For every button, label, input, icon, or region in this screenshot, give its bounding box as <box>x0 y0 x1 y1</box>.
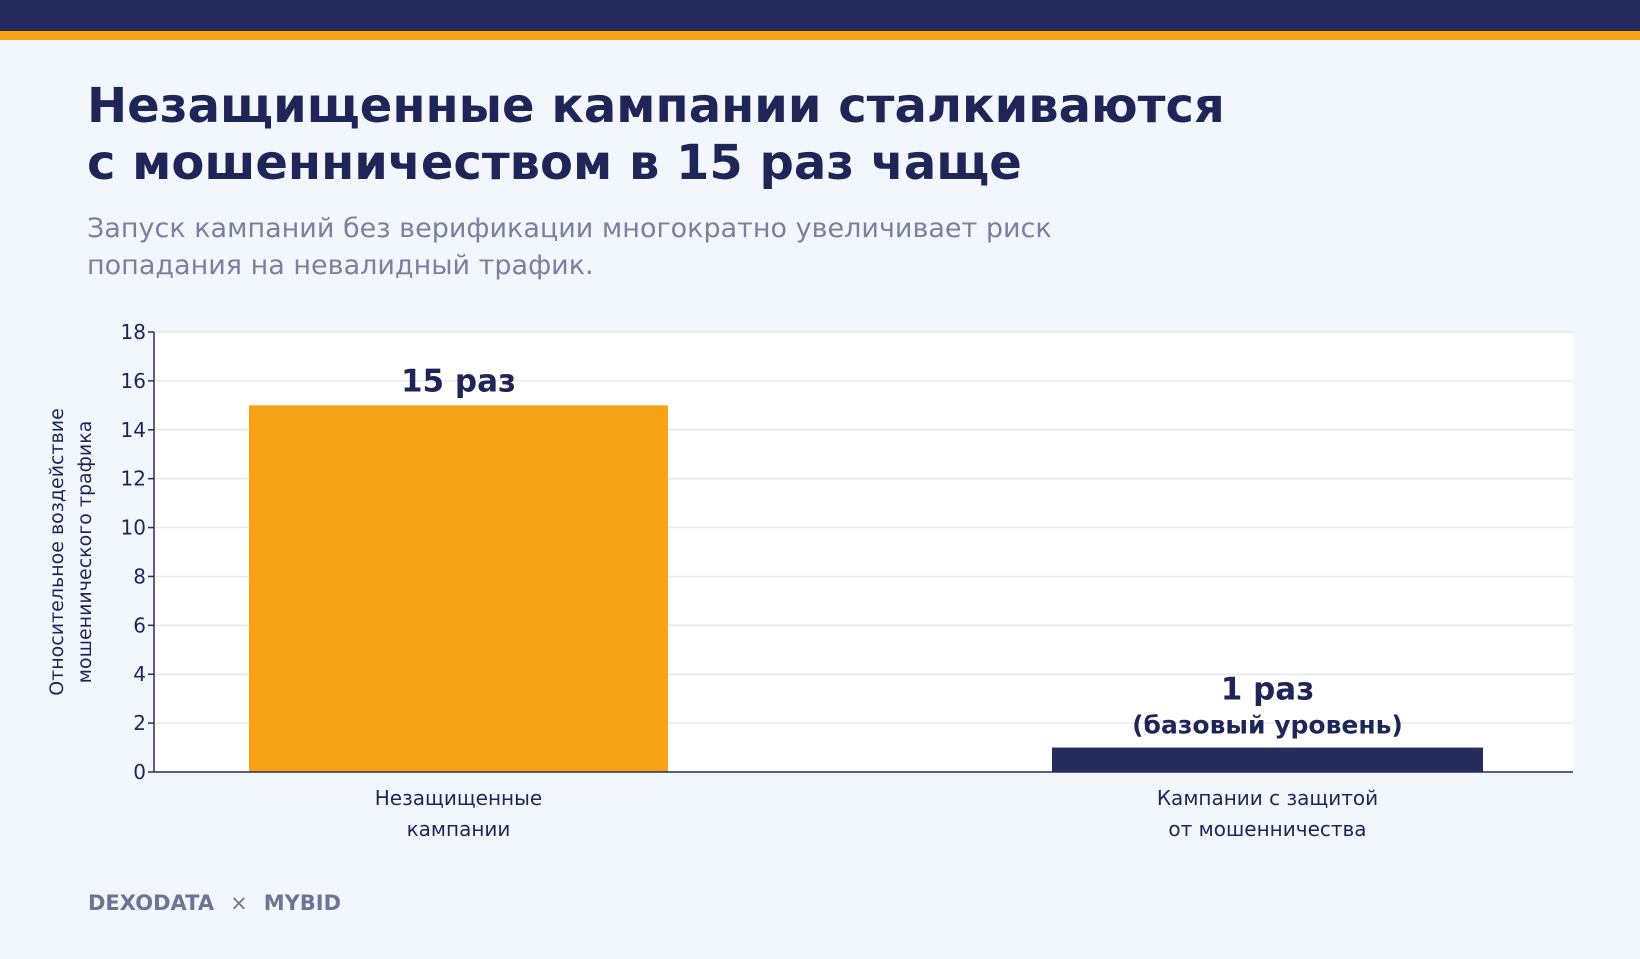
bar-1 <box>249 405 668 772</box>
y-tick-label: 8 <box>133 564 146 588</box>
brand-dexodata: DEXODATA <box>88 891 215 915</box>
x-tick-labels: Незащищенные кампании Кампании с защитой от… <box>375 786 1378 841</box>
y-tick-labels: 0 2 4 6 8 10 12 14 16 18 <box>121 320 146 784</box>
brand-separator: × <box>230 891 248 915</box>
page-subtitle: Запуск кампаний без верификации многокра… <box>87 213 1052 281</box>
y-tick-label: 0 <box>133 760 146 784</box>
y-tick-label: 6 <box>133 613 146 637</box>
bar-chart: Относительное воздействие мошениического … <box>46 320 1573 841</box>
y-tick-label: 12 <box>121 467 146 491</box>
bar-2 <box>1052 747 1483 772</box>
y-tick-label: 10 <box>121 516 146 540</box>
y-axis-label-line: мошениического трафика <box>74 421 96 684</box>
data-label: (базовый уровень) <box>1132 711 1403 740</box>
axis-lines <box>148 331 1573 773</box>
y-tick-label: 16 <box>121 369 146 393</box>
y-axis-label: Относительное воздействие мошениического … <box>46 408 96 696</box>
x-tick-label: от мошенничества <box>1168 817 1366 841</box>
top-bar <box>0 0 1640 31</box>
x-tick-label: Кампании с защитой <box>1157 786 1378 810</box>
brand-mybid: MYBID <box>263 891 342 915</box>
data-labels: 15 раз 1 раз (базовый уровень) <box>401 363 1403 739</box>
data-label: 15 раз <box>401 363 516 399</box>
y-tick-label: 18 <box>121 320 146 344</box>
bars <box>249 405 1483 772</box>
y-tick-label: 14 <box>121 418 146 442</box>
data-label: 1 раз <box>1221 672 1314 708</box>
x-tick-label: Незащищенные <box>375 786 542 810</box>
accent-bar <box>0 31 1640 40</box>
x-tick-label: кампании <box>407 817 511 841</box>
brand-footer: DEXODATA × MYBID <box>88 891 341 915</box>
y-tick-label: 2 <box>133 711 146 735</box>
y-axis-label-line: Относительное воздействие <box>46 408 68 696</box>
page-title: Незащищенные кампании сталкиваются с мош… <box>87 78 1225 191</box>
y-tick-label: 4 <box>133 662 146 686</box>
